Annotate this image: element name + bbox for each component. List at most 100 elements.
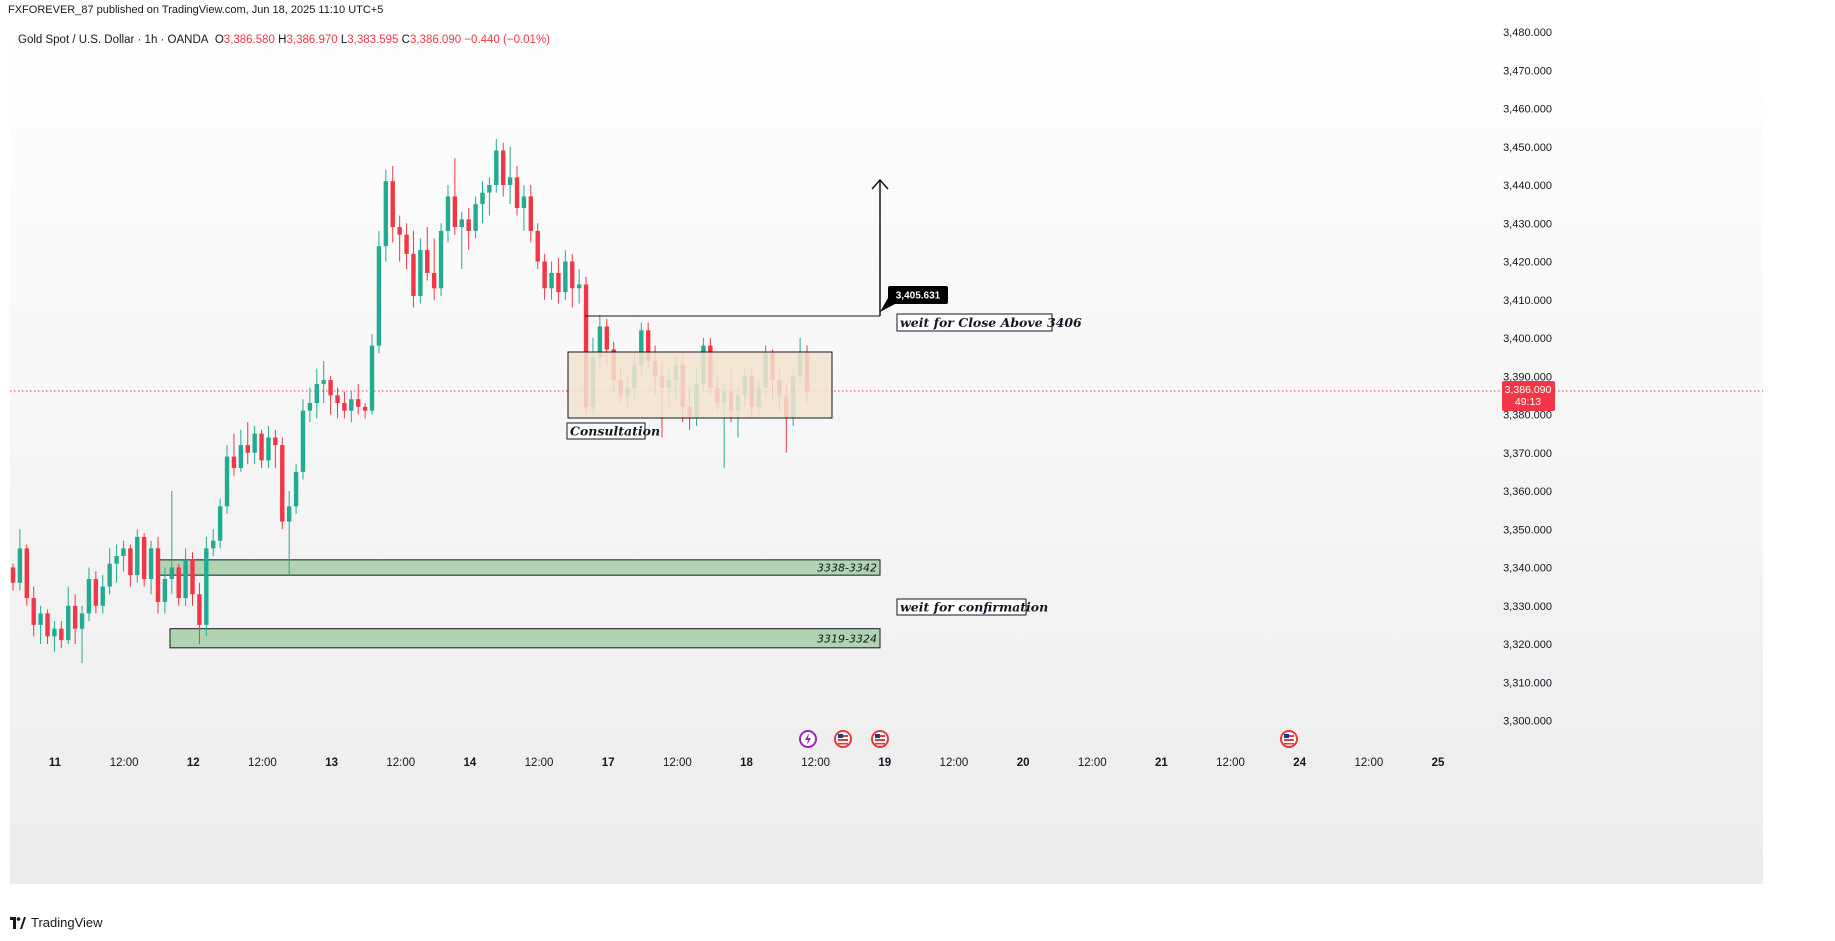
candle[interactable] [425, 227, 430, 281]
candle[interactable] [45, 609, 50, 644]
candle[interactable] [93, 571, 99, 614]
candle[interactable] [59, 621, 64, 648]
candle[interactable] [79, 605, 85, 664]
candle[interactable] [72, 594, 78, 644]
candle[interactable] [86, 567, 92, 622]
candle[interactable] [514, 165, 520, 216]
candle[interactable] [286, 491, 292, 576]
candle[interactable] [570, 253, 575, 308]
candle[interactable] [542, 253, 547, 300]
candle[interactable] [576, 269, 582, 304]
candle[interactable] [135, 529, 140, 583]
tradingview-logo-icon [10, 916, 26, 929]
us-flag-event-icon[interactable] [1280, 730, 1298, 748]
candle[interactable] [17, 529, 23, 591]
candle[interactable] [128, 544, 133, 587]
candle[interactable] [217, 498, 223, 549]
candle[interactable] [197, 582, 202, 644]
candle[interactable] [231, 433, 237, 476]
candle[interactable] [66, 586, 71, 644]
candle[interactable] [252, 425, 257, 465]
candle[interactable] [431, 238, 437, 300]
candle[interactable] [273, 429, 278, 469]
candle[interactable] [521, 185, 527, 231]
candle[interactable] [155, 536, 161, 614]
candle[interactable] [404, 223, 409, 270]
candle[interactable] [314, 368, 319, 419]
candle[interactable] [293, 464, 299, 514]
candle[interactable] [141, 533, 147, 587]
candle[interactable] [211, 529, 216, 557]
candle[interactable] [121, 540, 126, 572]
candle[interactable] [31, 586, 36, 637]
candle[interactable] [528, 185, 534, 243]
candle[interactable] [480, 181, 485, 224]
candle[interactable] [466, 207, 471, 251]
candle[interactable] [494, 139, 499, 193]
candle[interactable] [107, 548, 112, 595]
tradingview-footer[interactable]: TradingView [10, 915, 103, 930]
candle[interactable] [342, 391, 347, 419]
candle[interactable] [356, 383, 361, 415]
candle[interactable] [362, 403, 368, 419]
earnings-event-icon[interactable] [799, 730, 817, 748]
time-axis[interactable] [10, 884, 1835, 910]
candle[interactable] [162, 567, 168, 614]
candle[interactable] [397, 215, 402, 262]
candle[interactable] [328, 376, 333, 415]
candle[interactable] [383, 169, 389, 262]
candle[interactable] [501, 142, 506, 197]
candle-body [86, 578, 92, 614]
candle[interactable] [183, 548, 188, 606]
candle[interactable] [10, 563, 16, 591]
candle[interactable] [445, 185, 451, 243]
candle[interactable] [204, 536, 209, 637]
candle[interactable] [224, 445, 230, 514]
candle[interactable] [452, 158, 458, 235]
candle[interactable] [369, 334, 375, 415]
support-zone-upper[interactable] [157, 559, 881, 576]
candle[interactable] [335, 387, 340, 419]
candle[interactable] [148, 540, 154, 595]
candle-body [466, 219, 471, 231]
candle[interactable] [266, 425, 271, 469]
candle[interactable] [507, 146, 513, 205]
candle[interactable] [307, 387, 313, 423]
candle-body [79, 613, 85, 629]
candle[interactable] [52, 621, 57, 652]
price-axis[interactable] [1763, 22, 1835, 884]
candle[interactable] [190, 552, 195, 606]
candle[interactable] [473, 196, 478, 239]
candle[interactable] [390, 165, 395, 243]
candle[interactable] [280, 437, 285, 530]
candle[interactable] [259, 429, 264, 469]
symbol-name[interactable]: Gold Spot / U.S. Dollar · 1h · OANDA [18, 34, 209, 46]
candle[interactable] [411, 230, 416, 308]
candle[interactable] [114, 544, 119, 583]
candle[interactable] [535, 223, 540, 270]
candle[interactable] [459, 211, 464, 270]
support-zone-lower[interactable] [169, 628, 881, 649]
candle[interactable] [438, 223, 444, 296]
candle[interactable] [349, 391, 354, 423]
candle[interactable] [418, 238, 423, 304]
candle-body [100, 586, 105, 606]
candle[interactable] [563, 250, 568, 300]
candle[interactable] [487, 177, 492, 216]
candle[interactable] [38, 605, 43, 644]
candle[interactable] [24, 544, 30, 606]
us-flag-event-icon[interactable] [834, 730, 852, 748]
candle[interactable] [245, 422, 250, 465]
candle[interactable] [238, 429, 244, 472]
candle[interactable] [100, 575, 105, 614]
candle[interactable] [376, 230, 382, 354]
candle[interactable] [556, 257, 561, 304]
candle-body [141, 536, 147, 579]
candle[interactable] [549, 261, 554, 300]
candle[interactable] [176, 563, 181, 606]
candle[interactable] [300, 399, 306, 480]
candle[interactable] [169, 491, 174, 595]
candle[interactable] [321, 360, 326, 404]
us-flag-event-icon[interactable] [871, 730, 889, 748]
